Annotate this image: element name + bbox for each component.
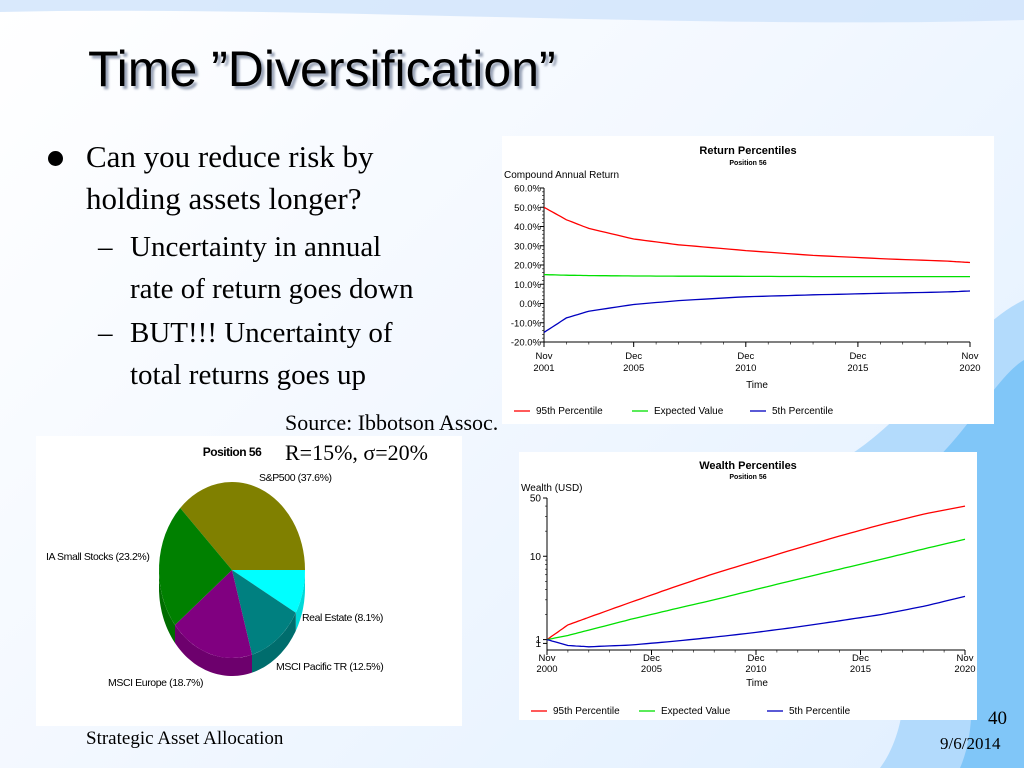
- x-tick-label: 2015: [850, 664, 871, 675]
- y-tick-label: 50: [530, 494, 542, 505]
- series-line: [546, 595, 966, 648]
- pie-slice: [180, 482, 305, 570]
- pie-slice: [232, 570, 296, 655]
- bullet-main: Can you reduce risk by holding assets lo…: [48, 136, 488, 220]
- x-tick-label: 2005: [623, 363, 644, 374]
- y-tick-label: 30.0%: [514, 241, 541, 252]
- wealth-chart-panel: Wealth Percentiles Position 56 Wealth (USD…: [519, 452, 977, 720]
- legend-label: Expected Value: [661, 706, 731, 717]
- sub-bullet-2-line-1: BUT!!! Uncertainty of: [130, 317, 393, 349]
- pie-chart-panel: Position 56 S&P500 (37.6%) Real Estate (8.…: [36, 436, 462, 726]
- x-tick-label: Dec: [625, 351, 642, 362]
- pie-slice-side: [159, 570, 175, 643]
- series-line: [546, 538, 966, 641]
- bullet-list: Can you reduce risk by holding assets lo…: [48, 136, 488, 396]
- y-tick-label: 40.0%: [514, 222, 541, 233]
- bullet-main-line-2: holding assets longer?: [86, 181, 362, 216]
- pie-slice: [175, 570, 252, 658]
- pie-slice: [232, 570, 306, 613]
- chart-title: Wealth Percentiles: [699, 460, 797, 472]
- y-tick-label: 1: [535, 635, 541, 646]
- bullet-main-line-1: Can you reduce risk by: [86, 139, 374, 174]
- y-tick-label: -20.0%: [511, 338, 542, 349]
- dash-icon: –: [98, 317, 113, 349]
- parameters-text: R=15%, σ=20%: [285, 440, 428, 465]
- y-tick-label: 0.0%: [519, 299, 541, 310]
- bullet-dot-icon: [48, 151, 63, 166]
- slide-number: 40: [988, 708, 1007, 729]
- slide-date: 9/6/2014: [940, 734, 1001, 753]
- chart-subtitle: Position 56: [729, 160, 766, 167]
- x-tick-label: 2010: [745, 664, 766, 675]
- series-line: [543, 273, 970, 278]
- y-tick-label: -10.0%: [511, 318, 542, 329]
- sub-bullet-2-line-2: total returns goes up: [130, 359, 366, 391]
- legend-label: 95th Percentile: [553, 706, 620, 717]
- pie-slice-label: IA Small Stocks (23.2%): [46, 551, 149, 563]
- y-tick-label: 10.0%: [514, 280, 541, 291]
- x-tick-label: 2015: [847, 363, 868, 374]
- pie-slice-label: S&P500 (37.6%): [259, 472, 332, 484]
- sub-bullet-1-line-2: rate of return goes down: [130, 273, 414, 305]
- x-axis-label: Time: [746, 380, 768, 391]
- sub-bullet-1-line-1: Uncertainty in annual: [130, 231, 382, 263]
- y-tick-label: 50.0%: [514, 203, 541, 214]
- x-tick-label: Dec: [643, 653, 660, 664]
- x-tick-label: Nov: [536, 351, 553, 362]
- pie-slice-label: Real Estate (8.1%): [302, 612, 383, 624]
- x-tick-label: Dec: [852, 653, 869, 664]
- source-note: Source: Ibbotson Assoc. R=15%, σ=20%: [285, 408, 498, 468]
- x-tick-label: Dec: [748, 653, 765, 664]
- pie-slice-side: [295, 570, 305, 631]
- x-tick-label: 2020: [954, 664, 975, 675]
- x-tick-label: 2001: [533, 363, 554, 374]
- sub-bullet-2: – BUT!!! Uncertainty of total returns go…: [48, 312, 488, 396]
- x-tick-label: Nov: [539, 653, 556, 664]
- return-percentiles-chart: Return Percentiles Position 56 Compound An…: [504, 145, 981, 417]
- x-tick-label: 2000: [536, 664, 557, 675]
- x-tick-label: 2020: [959, 363, 980, 374]
- pie-slice-label: MSCI Pacific TR (12.5%): [276, 661, 383, 673]
- slide-title: Time ”Diversification”: [88, 41, 556, 97]
- y-tick-label: 1: [535, 639, 541, 650]
- pie-slice-side: [252, 612, 296, 673]
- series-line: [543, 206, 971, 264]
- pie-slice-side: [175, 625, 252, 676]
- chart-subtitle: Position 56: [729, 474, 766, 481]
- x-axis-label: Time: [746, 678, 768, 689]
- x-tick-label: 2005: [641, 664, 662, 675]
- footer-title: Strategic Asset Allocation: [86, 728, 284, 749]
- x-tick-label: Dec: [849, 351, 866, 362]
- y-tick-label: 20.0%: [514, 261, 541, 272]
- chart-title: Position 56: [203, 445, 262, 459]
- x-tick-label: 2010: [735, 363, 756, 374]
- return-chart-panel: Return Percentiles Position 56 Compound An…: [502, 136, 994, 424]
- x-tick-label: Dec: [737, 351, 754, 362]
- pie-slice: [158, 508, 232, 625]
- y-tick-label: 60.0%: [514, 184, 541, 195]
- legend-label: 5th Percentile: [772, 406, 834, 417]
- series-line: [546, 505, 966, 641]
- pie-slice-label: MSCI Europe (18.7%): [108, 677, 203, 689]
- chart-title: Return Percentiles: [699, 145, 796, 157]
- allocation-pie-chart: Position 56 S&P500 (37.6%) Real Estate (8.…: [46, 445, 384, 689]
- dash-icon: –: [98, 231, 113, 263]
- legend-label: 95th Percentile: [536, 406, 603, 417]
- sub-bullet-1: – Uncertainty in annual rate of return g…: [48, 226, 488, 310]
- y-axis-label: Wealth (USD): [521, 483, 583, 494]
- x-tick-label: Nov: [962, 351, 979, 362]
- legend-label: 5th Percentile: [789, 706, 851, 717]
- source-text: Source: Ibbotson Assoc.: [285, 410, 499, 435]
- series-line: [543, 290, 971, 333]
- legend-label: Expected Value: [654, 406, 724, 417]
- y-axis-label: Compound Annual Return: [504, 170, 619, 181]
- wealth-percentiles-chart: Wealth Percentiles Position 56 Wealth (USD…: [521, 460, 976, 717]
- y-tick-label: 10: [530, 552, 542, 563]
- x-tick-label: Nov: [957, 653, 974, 664]
